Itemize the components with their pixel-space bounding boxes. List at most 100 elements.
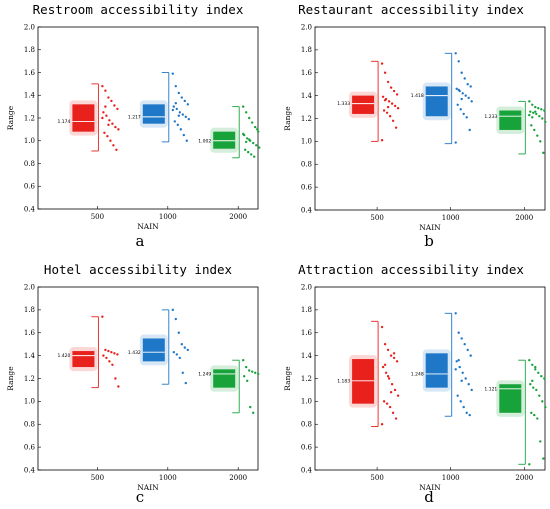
data-point — [254, 371, 257, 374]
data-point — [540, 108, 543, 111]
data-point — [186, 103, 189, 106]
data-point — [187, 117, 190, 121]
box — [352, 95, 375, 114]
y-tick-label: 0.6 — [24, 443, 36, 451]
data-point — [386, 105, 390, 109]
data-point — [393, 388, 397, 392]
y-tick-label: 1.8 — [301, 306, 312, 314]
series-2000: 1.233 — [484, 100, 547, 155]
data-point — [396, 107, 400, 110]
y-tick-label: 1.6 — [24, 69, 36, 77]
data-point — [466, 82, 469, 86]
data-point — [392, 356, 396, 360]
data-point — [116, 107, 119, 111]
data-point — [464, 377, 467, 380]
data-point — [386, 375, 390, 378]
data-point — [257, 372, 260, 376]
data-point — [105, 114, 108, 117]
x-tick-label: 2000 — [515, 214, 533, 222]
data-point — [111, 363, 114, 366]
data-point — [182, 133, 185, 137]
x-axis-label: NAIN — [137, 222, 159, 231]
data-point — [172, 350, 175, 354]
data-point — [174, 317, 177, 321]
x-tick-label: 2000 — [515, 474, 533, 482]
x-tick-label: 1000 — [442, 214, 460, 222]
data-point — [184, 381, 187, 385]
series-2000: 1.002 — [198, 105, 261, 159]
data-point — [104, 89, 107, 92]
data-point — [113, 352, 116, 355]
data-point — [383, 99, 387, 102]
y-tick-label: 0.4 — [301, 466, 313, 474]
data-point — [395, 93, 399, 96]
data-point — [457, 359, 460, 362]
data-point — [253, 155, 256, 158]
x-tick-label: 2000 — [229, 474, 247, 482]
data-point — [243, 375, 246, 378]
data-point — [530, 124, 533, 127]
data-point — [249, 405, 252, 409]
y-tick-label: 0.4 — [301, 206, 313, 214]
data-point — [108, 360, 111, 363]
data-point — [178, 356, 181, 360]
data-point — [101, 116, 104, 120]
data-point — [534, 105, 537, 109]
x-tick-label: 1000 — [442, 474, 460, 482]
data-point — [531, 379, 534, 382]
y-tick-label: 1.8 — [24, 46, 35, 54]
x-tick-label: 500 — [370, 214, 383, 222]
data-point — [462, 405, 465, 409]
data-point — [110, 99, 113, 103]
data-point — [396, 394, 400, 397]
y-axis-label: Range — [6, 366, 15, 391]
panel-letter: b — [424, 232, 434, 250]
y-tick-label: 1.4 — [24, 92, 36, 100]
data-point — [534, 365, 537, 369]
data-point — [105, 356, 108, 360]
panel-a: Restroom accessibility index 0.4 0.6 0.8 1.0… — [6, 2, 261, 250]
data-point — [106, 135, 109, 138]
y-tick-label: 1.2 — [24, 114, 35, 122]
y-tick-label: 0.8 — [24, 160, 35, 168]
data-point — [541, 117, 544, 120]
box — [142, 104, 165, 124]
data-point — [177, 91, 180, 95]
data-point — [104, 105, 107, 108]
series-500: 1.174 — [58, 83, 120, 152]
data-point — [528, 359, 531, 362]
data-point — [107, 123, 110, 127]
data-point — [456, 103, 459, 106]
mean-label: 1.432 — [128, 350, 141, 356]
panel-title: Restaurant accessibility index — [298, 2, 524, 17]
data-point — [185, 139, 188, 142]
data-point — [245, 111, 248, 114]
data-point — [181, 371, 184, 374]
data-point — [387, 377, 391, 380]
x-tick-label: 2000 — [229, 213, 247, 221]
data-point — [107, 96, 110, 99]
data-point — [531, 103, 534, 106]
data-point — [383, 363, 387, 366]
data-point — [171, 72, 174, 75]
y-tick-label: 0.4 — [24, 466, 36, 474]
data-point — [248, 369, 251, 372]
data-point — [390, 102, 394, 105]
data-point — [384, 371, 388, 374]
data-point — [171, 308, 174, 312]
y-axis-label: Range — [283, 106, 292, 131]
box — [499, 110, 522, 130]
data-point — [467, 96, 470, 100]
data-point — [538, 115, 541, 118]
data-point — [387, 100, 391, 103]
data-point — [392, 89, 396, 93]
data-point — [529, 110, 532, 113]
data-point — [380, 423, 384, 426]
x-axis-label: NAIN — [419, 223, 441, 232]
data-point — [388, 115, 392, 118]
data-point — [454, 52, 457, 55]
data-point — [179, 128, 182, 131]
data-point — [242, 105, 245, 108]
series-1000: 1.432 — [128, 308, 189, 385]
data-point — [528, 100, 531, 103]
